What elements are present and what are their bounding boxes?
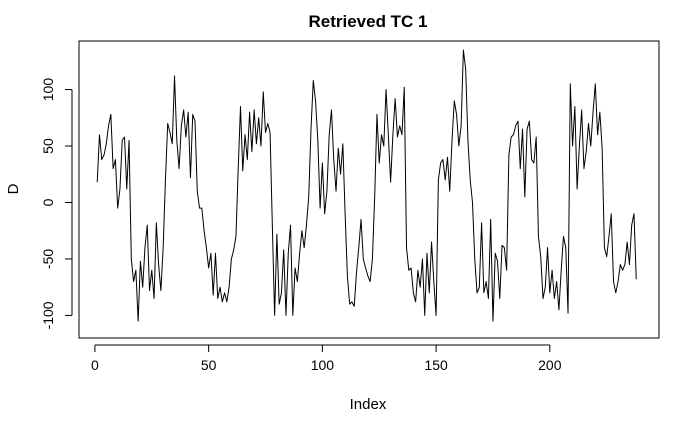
y-tick-label: -50 bbox=[40, 249, 56, 269]
y-tick-label: 100 bbox=[40, 78, 56, 102]
y-tick-label: 50 bbox=[40, 138, 56, 154]
y-tick-label: 0 bbox=[40, 198, 56, 206]
plot-frame bbox=[78, 40, 660, 339]
x-axis-title: Index bbox=[350, 396, 387, 413]
x-tick-label: 0 bbox=[91, 357, 99, 373]
x-tick-label: 50 bbox=[201, 357, 217, 373]
y-tick-label: -100 bbox=[40, 301, 56, 329]
y-axis: -100 -50 0 50 100 bbox=[40, 78, 73, 329]
x-tick-label: 200 bbox=[538, 357, 562, 373]
x-tick-label: 150 bbox=[424, 357, 448, 373]
y-axis-title: D bbox=[5, 183, 22, 194]
chart-title: Retrieved TC 1 bbox=[308, 12, 427, 31]
x-axis: 0 50 100 150 200 bbox=[91, 344, 562, 373]
x-tick-label: 100 bbox=[311, 357, 335, 373]
series-line bbox=[96, 49, 637, 322]
